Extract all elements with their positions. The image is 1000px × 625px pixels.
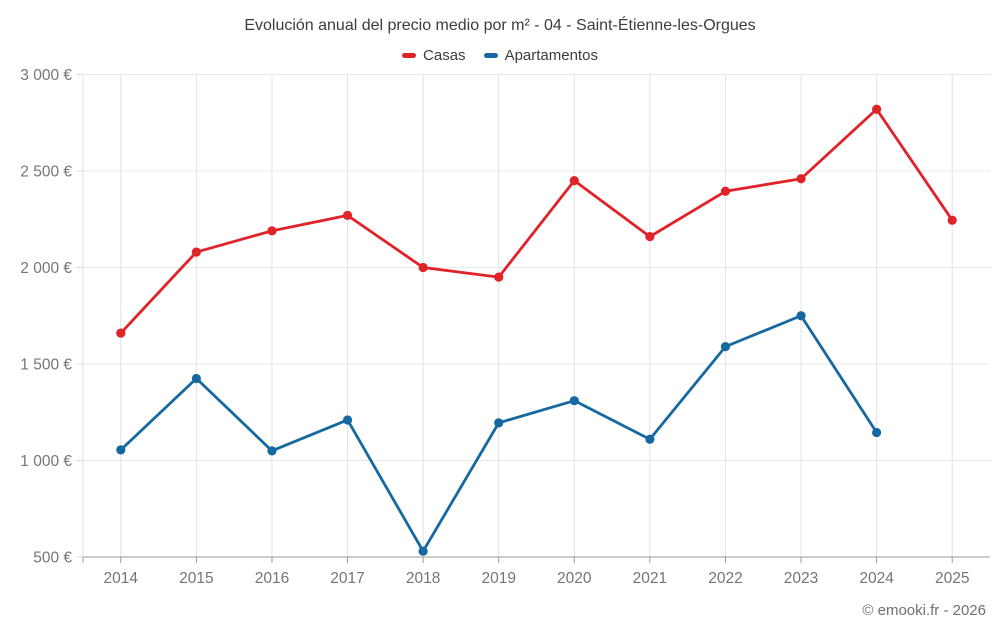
casas-point[interactable]	[342, 210, 353, 220]
casas-point[interactable]	[872, 104, 882, 114]
legend-item-apartamentos[interactable]: Apartamentos	[483, 47, 598, 64]
apartamentos-legend-label: Apartamentos	[504, 47, 598, 64]
apartamentos-point[interactable]	[872, 427, 882, 438]
apartamentos-point[interactable]	[267, 446, 277, 456]
y-axis-label: 1 000 €	[20, 453, 72, 470]
copyright-credit: © emooki.fr - 2026	[862, 602, 986, 619]
casas-point[interactable]	[645, 232, 655, 242]
x-axis-label: 2022	[708, 570, 742, 587]
apartamentos-point[interactable]	[342, 415, 353, 425]
casas-point[interactable]	[191, 247, 201, 257]
apartamentos-point[interactable]	[645, 434, 655, 444]
y-axis-label: 1 500 €	[20, 357, 72, 374]
x-axis-label: 2021	[633, 570, 667, 587]
y-axis-label: 3 000 €	[20, 67, 72, 84]
casas-point[interactable]	[418, 262, 428, 273]
casas-point[interactable]	[796, 174, 806, 184]
x-axis-label: 2025	[935, 570, 969, 587]
casas-point[interactable]	[267, 226, 277, 236]
casas-legend-label: Casas	[423, 47, 466, 64]
apartamentos-point[interactable]	[418, 546, 428, 556]
y-axis-label: 2 000 €	[20, 260, 72, 277]
x-axis-label: 2023	[784, 570, 818, 587]
casas-point[interactable]	[569, 176, 579, 186]
x-axis-label: 2015	[179, 570, 213, 587]
apartamentos-point[interactable]	[116, 445, 126, 455]
apartamentos-legend-swatch-icon	[483, 53, 498, 58]
x-axis-label: 2014	[104, 570, 139, 587]
apartamentos-point[interactable]	[796, 311, 806, 321]
legend-item-casas[interactable]: Casas	[402, 47, 466, 64]
x-axis-label: 2016	[255, 570, 289, 587]
x-axis-label: 2019	[481, 570, 515, 587]
apartamentos-point[interactable]	[569, 396, 579, 406]
apartamentos-point[interactable]	[720, 342, 731, 352]
casas-point[interactable]	[720, 186, 731, 196]
x-axis-label: 2017	[330, 570, 364, 587]
y-axis-label: 2 500 €	[20, 164, 72, 181]
apartamentos-point[interactable]	[191, 373, 201, 384]
apartamentos-point[interactable]	[494, 418, 504, 428]
x-axis-label: 2018	[406, 570, 440, 587]
casas-point[interactable]	[116, 328, 126, 338]
y-axis-label: 500 €	[33, 550, 72, 567]
chart-title: Evolución anual del precio medio por m² …	[244, 17, 756, 34]
casas-point[interactable]	[494, 272, 504, 282]
casas-legend-swatch-icon	[402, 53, 417, 58]
casas-line	[119, 107, 954, 335]
chart-legend: Casas Apartamentos	[0, 47, 1000, 64]
x-axis-label: 2024	[859, 570, 894, 587]
x-axis-label: 2020	[557, 570, 592, 587]
casas-point[interactable]	[947, 215, 957, 225]
